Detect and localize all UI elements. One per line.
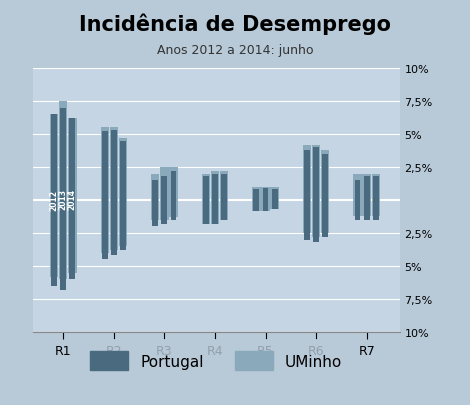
Bar [120,200,126,250]
Bar [161,177,167,200]
Bar [202,174,210,200]
Bar [102,132,108,200]
Bar [111,200,117,256]
Bar [161,200,167,224]
Bar [353,200,362,216]
Bar [221,174,227,200]
Bar [261,187,270,200]
Bar [101,200,109,253]
Bar [119,139,127,200]
Bar [203,200,209,224]
Bar [373,177,379,200]
Text: 2013: 2013 [59,189,68,210]
Bar [169,200,178,217]
Bar [253,200,259,211]
Bar [68,119,77,200]
Bar [51,115,57,200]
Bar [272,200,278,210]
Bar [304,200,310,240]
Bar [270,187,279,200]
Bar [101,128,109,200]
Bar [321,200,329,233]
Bar [373,200,379,220]
Bar [110,128,118,200]
Bar [60,200,66,290]
Bar [313,148,319,200]
Bar [171,200,176,220]
Bar [312,200,320,237]
Bar [321,150,329,200]
Bar [50,200,58,277]
Bar [252,200,260,211]
Bar [263,200,268,211]
Bar [212,174,218,200]
Text: 2014: 2014 [68,189,77,210]
Bar [354,181,360,200]
Bar [211,200,219,224]
Bar [152,181,158,200]
Bar [322,200,328,237]
Bar [220,200,228,220]
Bar [253,190,259,200]
Bar [102,200,108,260]
Bar [354,200,360,220]
Bar [203,177,209,200]
Bar [202,200,210,224]
Bar [111,131,117,200]
Bar [59,102,67,200]
Bar [221,200,227,220]
Bar [59,200,67,279]
Bar [252,187,260,200]
Bar [353,174,362,200]
Bar [270,200,279,210]
Bar [263,189,268,200]
Bar [304,150,310,200]
Bar [50,115,58,200]
Bar [303,145,311,200]
Bar [303,200,311,233]
Bar [261,200,270,211]
Bar [70,119,75,200]
Bar [151,200,159,220]
Bar [212,200,218,224]
Bar [68,200,77,273]
Text: 2012: 2012 [50,190,59,211]
Bar [110,200,118,250]
Legend: Portugal, UMinho: Portugal, UMinho [78,339,354,382]
Bar [364,177,369,200]
Bar [312,145,320,200]
Bar [120,141,126,200]
Bar [313,200,319,243]
Bar [60,108,66,200]
Bar [211,171,219,200]
Bar [70,200,75,279]
Bar [322,154,328,200]
Bar [169,168,178,200]
Bar [362,174,371,200]
Bar [152,200,158,227]
Bar [171,171,176,200]
Bar [372,200,380,216]
Text: Incidência de Desemprego: Incidência de Desemprego [79,14,391,35]
Bar [272,190,278,200]
Bar [160,200,169,220]
Bar [220,171,228,200]
Text: Anos 2012 a 2014: junho: Anos 2012 a 2014: junho [157,44,313,57]
Bar [362,200,371,216]
Bar [119,200,127,247]
Bar [364,200,369,220]
Bar [160,168,169,200]
Bar [151,174,159,200]
Bar [51,200,57,286]
Bar [372,174,380,200]
